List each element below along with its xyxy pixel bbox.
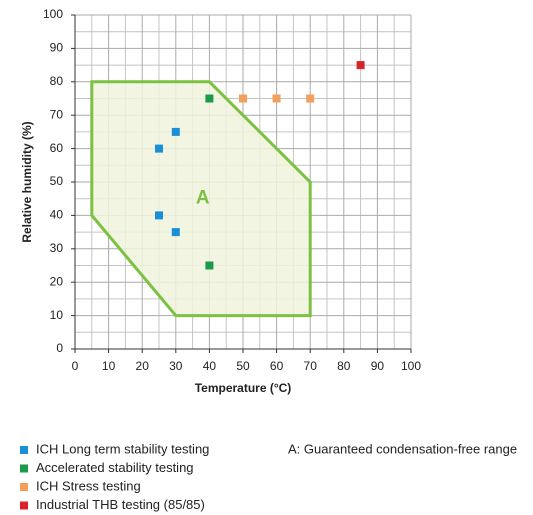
data-point (171, 228, 180, 237)
legend-label: ICH Stress testing (36, 478, 141, 493)
x-tick-label: 30 (169, 359, 183, 373)
data-point (356, 61, 365, 70)
x-tick-label: 0 (72, 359, 79, 373)
region-label: A (196, 188, 210, 209)
legend-swatch (20, 446, 28, 454)
data-point (306, 94, 315, 103)
x-tick-label: 50 (236, 359, 250, 373)
y-tick-label: 20 (50, 274, 64, 288)
y-tick-label: 60 (50, 141, 64, 155)
y-tick-label: 30 (50, 241, 64, 255)
x-tick-label: 100 (401, 359, 421, 373)
y-tick-label: 0 (56, 341, 63, 355)
x-axis-title: Temperature (°C) (195, 381, 292, 395)
legend-label: ICH Long term stability testing (36, 441, 209, 456)
data-point (171, 127, 180, 136)
x-tick-label: 80 (337, 359, 351, 373)
x-tick-label: 90 (371, 359, 385, 373)
data-point (272, 94, 281, 103)
y-tick-label: 40 (50, 208, 64, 222)
x-tick-label: 20 (136, 359, 150, 373)
data-point (239, 94, 247, 103)
data-point (155, 211, 163, 220)
x-tick-label: 10 (102, 359, 116, 373)
note: A: Guaranteed condensation-free range (288, 441, 517, 456)
y-axis-title: Relative humidity (%) (20, 121, 34, 242)
y-tick-label: 100 (43, 7, 63, 21)
x-tick-label: 40 (203, 359, 217, 373)
legend-swatch (20, 464, 28, 473)
legend-label: Accelerated stability testing (36, 460, 194, 475)
legend-swatch (20, 483, 28, 491)
data-point (205, 261, 214, 270)
y-tick-label: 80 (50, 74, 64, 88)
y-tick-label: 10 (50, 308, 64, 322)
y-tick-label: 70 (50, 107, 64, 121)
y-tick-label: 50 (50, 174, 64, 188)
legend-label: Industrial THB testing (85/85) (36, 497, 205, 512)
y-tick-label: 90 (50, 41, 64, 55)
condensation-free-region (90, 80, 312, 318)
data-point (205, 94, 214, 103)
x-tick-label: 60 (270, 359, 284, 373)
data-point (155, 144, 163, 153)
legend-swatch (20, 501, 28, 510)
x-tick-label: 70 (304, 359, 318, 373)
